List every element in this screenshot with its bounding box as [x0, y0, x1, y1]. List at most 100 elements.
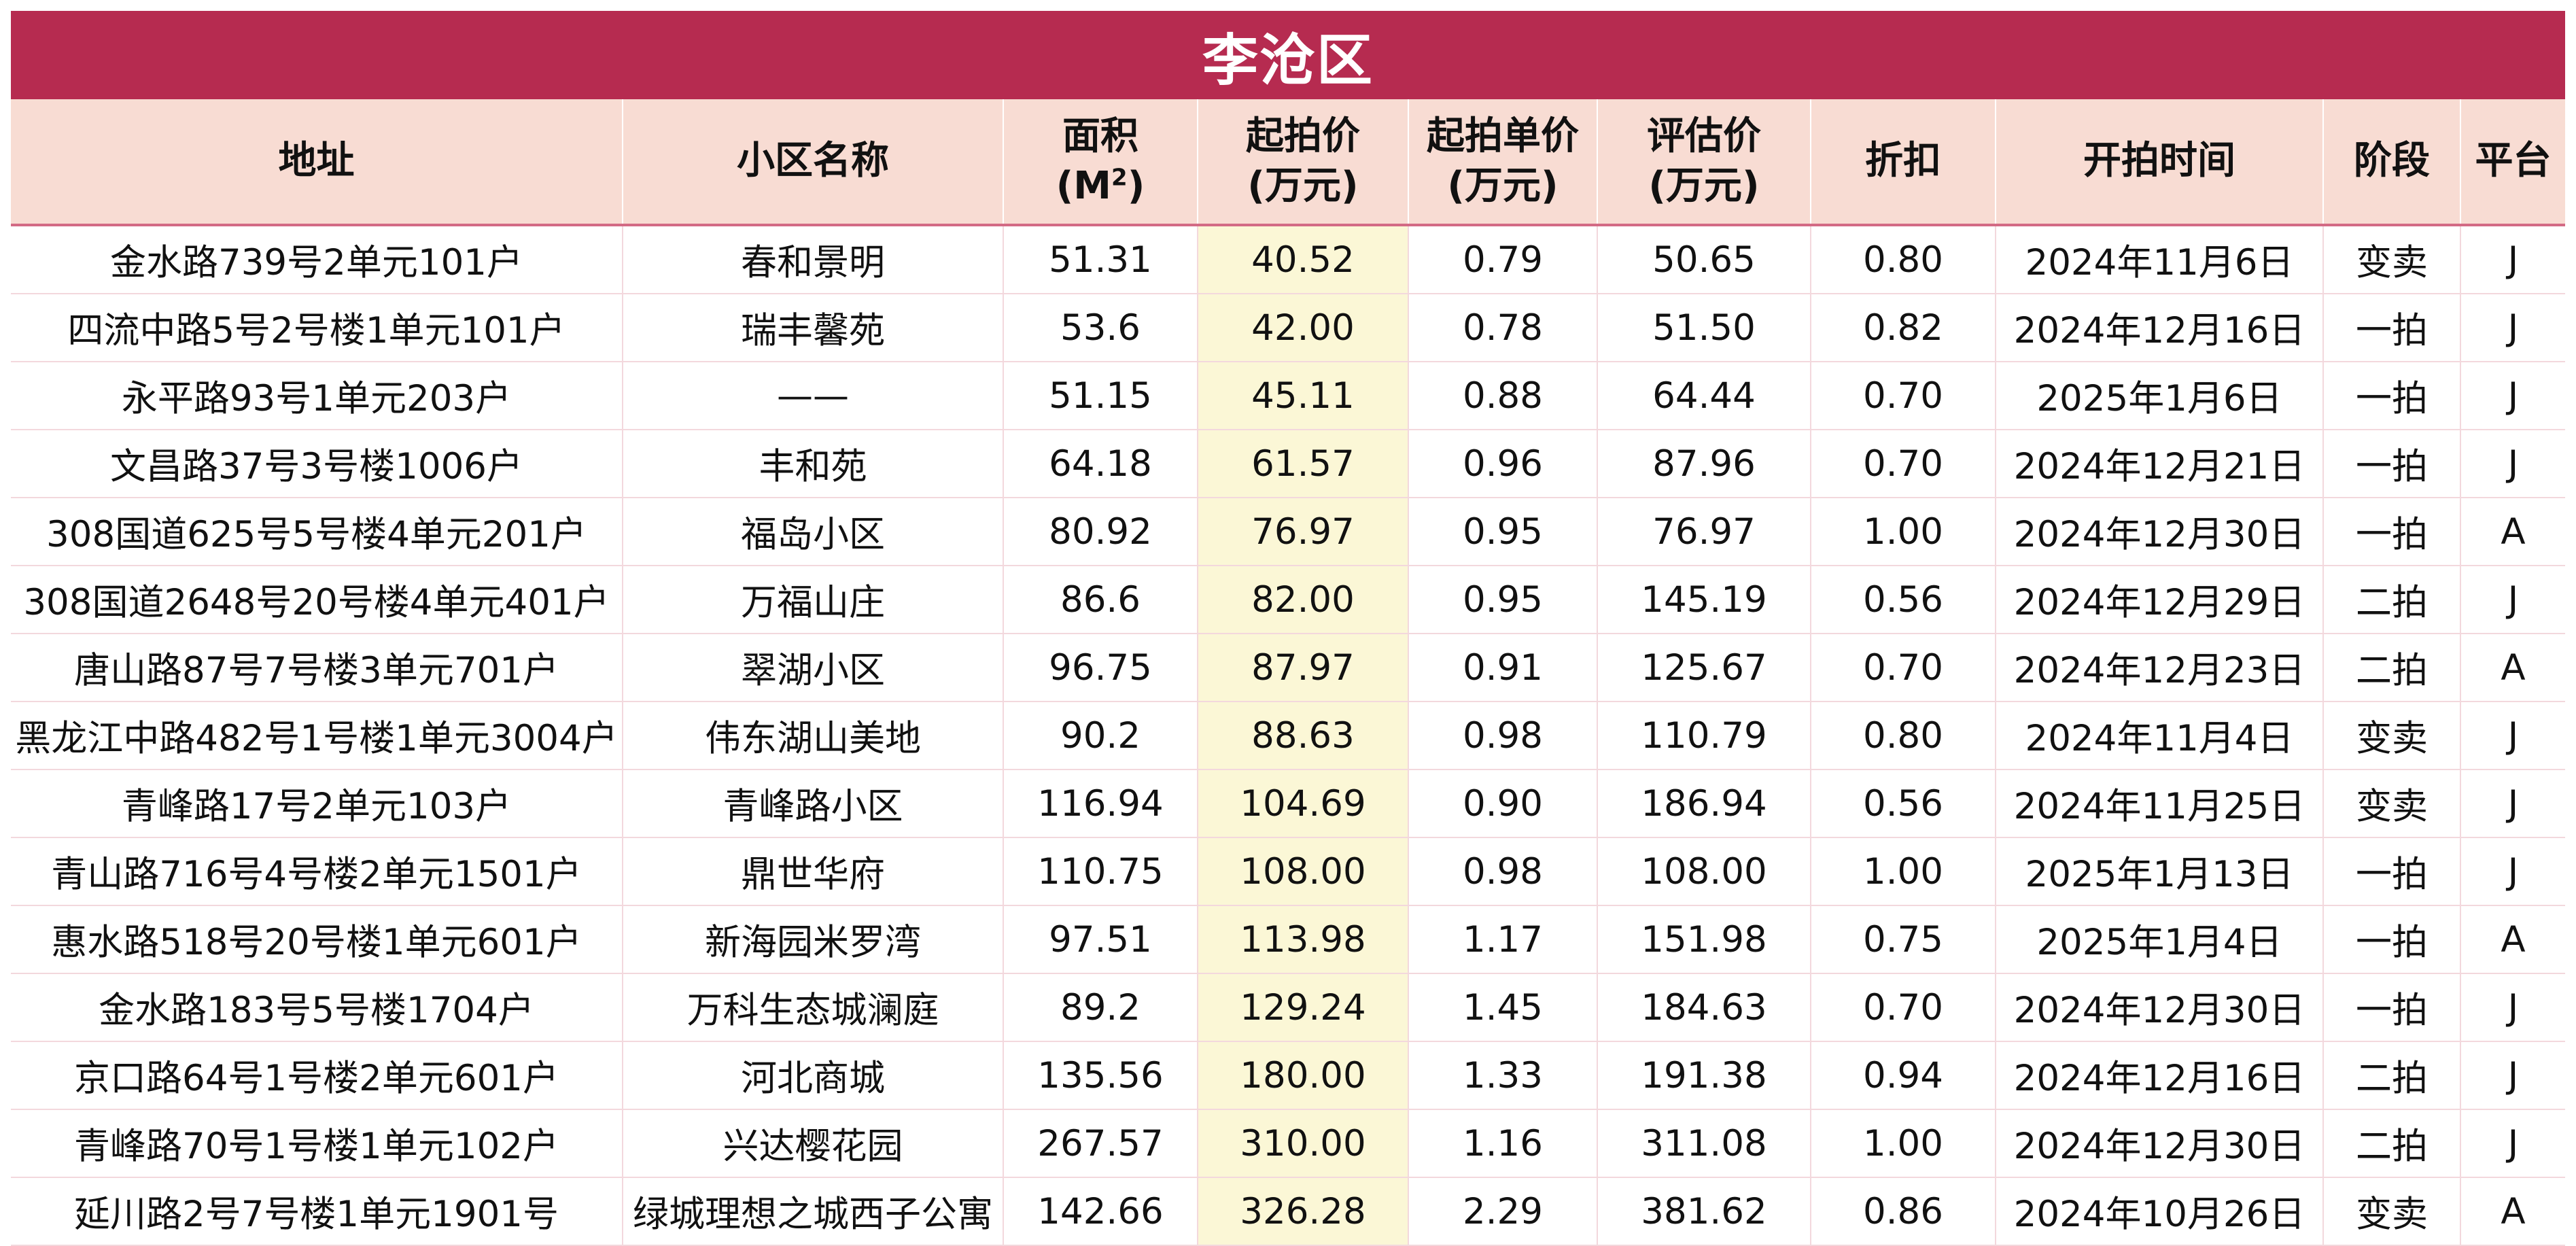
cell-community[interactable]: 翠湖小区 — [623, 634, 1004, 702]
cell-address[interactable]: 青山路716号4号楼2单元1501户 — [11, 837, 623, 906]
cell-platform[interactable]: A — [2460, 1177, 2565, 1246]
cell-valuation[interactable]: 87.96 — [1597, 430, 1811, 498]
cell-platform[interactable]: A — [2460, 634, 2565, 702]
cell-community[interactable]: 万福山庄 — [623, 566, 1004, 634]
cell-platform[interactable]: J — [2460, 702, 2565, 770]
cell-start-price[interactable]: 76.97 — [1198, 498, 1409, 566]
cell-address[interactable]: 青峰路70号1号楼1单元102户 — [11, 1109, 623, 1178]
cell-start-time[interactable]: 2025年1月13日 — [1996, 837, 2324, 906]
cell-valuation[interactable]: 110.79 — [1597, 702, 1811, 770]
cell-area[interactable]: 97.51 — [1003, 905, 1198, 974]
cell-address[interactable]: 308国道625号5号楼4单元201户 — [11, 498, 623, 566]
cell-start-time[interactable]: 2024年11月4日 — [1996, 702, 2324, 770]
table-row[interactable]: 四流中路5号2号楼1单元101户 瑞丰馨苑 53.6 42.00 0.78 51.50 0.… — [11, 294, 2565, 362]
cell-unit-price[interactable]: 0.88 — [1408, 362, 1598, 430]
cell-valuation[interactable]: 51.50 — [1597, 294, 1811, 362]
cell-valuation[interactable]: 108.00 — [1597, 837, 1811, 906]
table-row[interactable]: 308国道625号5号楼4单元201户 福岛小区 80.92 76.97 0.95 76.… — [11, 498, 2565, 566]
cell-community[interactable]: 丰和苑 — [623, 430, 1004, 498]
cell-community[interactable]: 万科生态城澜庭 — [623, 973, 1004, 1042]
cell-platform[interactable]: J — [2460, 225, 2565, 294]
cell-start-time[interactable]: 2024年12月30日 — [1996, 973, 2324, 1042]
cell-stage[interactable]: 二拍 — [2323, 1109, 2461, 1178]
table-row[interactable]: 京口路64号1号楼2单元601户 河北商城 135.56 180.00 1.33 191.… — [11, 1041, 2565, 1110]
cell-community[interactable]: 鼎世华府 — [623, 837, 1004, 906]
cell-address[interactable]: 文昌路37号3号楼1006户 — [11, 430, 623, 498]
cell-discount[interactable]: 0.80 — [1811, 702, 1996, 770]
cell-discount[interactable]: 0.86 — [1811, 1177, 1996, 1246]
cell-valuation[interactable]: 184.63 — [1597, 973, 1811, 1042]
header-start-time[interactable]: 开拍时间 — [1996, 99, 2324, 226]
cell-area[interactable]: 116.94 — [1003, 769, 1198, 838]
cell-start-price[interactable]: 310.00 — [1198, 1109, 1409, 1178]
cell-community[interactable]: 瑞丰馨苑 — [623, 294, 1004, 362]
cell-address[interactable]: 惠水路518号20号楼1单元601户 — [11, 905, 623, 974]
table-row[interactable]: 金水路739号2单元101户 春和景明 51.31 40.52 0.79 50.65 0.8… — [11, 225, 2565, 294]
cell-stage[interactable]: 变卖 — [2323, 225, 2461, 294]
cell-start-time[interactable]: 2024年12月30日 — [1996, 498, 2324, 566]
cell-start-time[interactable]: 2024年11月25日 — [1996, 769, 2324, 838]
cell-community[interactable]: 福岛小区 — [623, 498, 1004, 566]
cell-start-time[interactable]: 2024年12月23日 — [1996, 634, 2324, 702]
cell-discount[interactable]: 0.70 — [1811, 362, 1996, 430]
cell-platform[interactable]: J — [2460, 769, 2565, 838]
cell-unit-price[interactable]: 0.98 — [1408, 702, 1598, 770]
cell-unit-price[interactable]: 0.98 — [1408, 837, 1598, 906]
cell-start-price[interactable]: 82.00 — [1198, 566, 1409, 634]
cell-start-time[interactable]: 2024年12月29日 — [1996, 566, 2324, 634]
cell-area[interactable]: 135.56 — [1003, 1041, 1198, 1110]
cell-start-time[interactable]: 2025年1月4日 — [1996, 905, 2324, 974]
cell-area[interactable]: 53.6 — [1003, 294, 1198, 362]
table-row[interactable]: 惠水路518号20号楼1单元601户 新海园米罗湾 97.51 113.98 1.17 1… — [11, 905, 2565, 974]
cell-stage[interactable]: 一拍 — [2323, 837, 2461, 906]
cell-start-time[interactable]: 2024年11月6日 — [1996, 225, 2324, 294]
cell-community[interactable]: 绿城理想之城西子公寓 — [623, 1177, 1004, 1246]
cell-discount[interactable]: 1.00 — [1811, 837, 1996, 906]
cell-unit-price[interactable]: 0.96 — [1408, 430, 1598, 498]
cell-platform[interactable]: A — [2460, 498, 2565, 566]
table-row[interactable]: 青峰路17号2单元103户 青峰路小区 116.94 104.69 0.90 186.94… — [11, 769, 2565, 838]
table-row[interactable]: 永平路93号1单元203户 —— 51.15 45.11 0.88 64.44 0.70 20… — [11, 362, 2565, 430]
cell-unit-price[interactable]: 1.17 — [1408, 905, 1598, 974]
cell-address[interactable]: 永平路93号1单元203户 — [11, 362, 623, 430]
header-unit-price[interactable]: 起拍单价 (万元) — [1408, 99, 1598, 226]
cell-unit-price[interactable]: 2.29 — [1408, 1177, 1598, 1246]
cell-valuation[interactable]: 76.97 — [1597, 498, 1811, 566]
cell-address[interactable]: 京口路64号1号楼2单元601户 — [11, 1041, 623, 1110]
cell-address[interactable]: 唐山路87号7号楼3单元701户 — [11, 634, 623, 702]
cell-discount[interactable]: 0.70 — [1811, 973, 1996, 1042]
cell-unit-price[interactable]: 0.79 — [1408, 225, 1598, 294]
cell-platform[interactable]: J — [2460, 566, 2565, 634]
cell-start-time[interactable]: 2024年12月21日 — [1996, 430, 2324, 498]
cell-address[interactable]: 金水路739号2单元101户 — [11, 225, 623, 294]
table-row[interactable]: 青山路716号4号楼2单元1501户 鼎世华府 110.75 108.00 0.98 10… — [11, 837, 2565, 906]
cell-platform[interactable]: J — [2460, 1109, 2565, 1178]
table-row[interactable]: 308国道2648号20号楼4单元401户 万福山庄 86.6 82.00 0.95 14… — [11, 566, 2565, 634]
cell-community[interactable]: 兴达樱花园 — [623, 1109, 1004, 1178]
cell-area[interactable]: 51.15 — [1003, 362, 1198, 430]
cell-platform[interactable]: J — [2460, 1041, 2565, 1110]
cell-area[interactable]: 90.2 — [1003, 702, 1198, 770]
cell-platform[interactable]: A — [2460, 905, 2565, 974]
cell-discount[interactable]: 0.94 — [1811, 1041, 1996, 1110]
cell-platform[interactable]: J — [2460, 294, 2565, 362]
cell-unit-price[interactable]: 0.95 — [1408, 498, 1598, 566]
cell-start-price[interactable]: 42.00 — [1198, 294, 1409, 362]
cell-start-price[interactable]: 180.00 — [1198, 1041, 1409, 1110]
cell-valuation[interactable]: 125.67 — [1597, 634, 1811, 702]
cell-start-price[interactable]: 108.00 — [1198, 837, 1409, 906]
cell-start-price[interactable]: 87.97 — [1198, 634, 1409, 702]
header-valuation[interactable]: 评估价 (万元) — [1597, 99, 1811, 226]
cell-stage[interactable]: 二拍 — [2323, 1041, 2461, 1110]
cell-start-price[interactable]: 113.98 — [1198, 905, 1409, 974]
cell-area[interactable]: 267.57 — [1003, 1109, 1198, 1178]
cell-address[interactable]: 延川路2号7号楼1单元1901号 — [11, 1177, 623, 1246]
cell-stage[interactable]: 一拍 — [2323, 362, 2461, 430]
cell-area[interactable]: 89.2 — [1003, 973, 1198, 1042]
header-discount[interactable]: 折扣 — [1811, 99, 1996, 226]
header-stage[interactable]: 阶段 — [2323, 99, 2461, 226]
cell-discount[interactable]: 1.00 — [1811, 498, 1996, 566]
cell-valuation[interactable]: 311.08 — [1597, 1109, 1811, 1178]
cell-area[interactable]: 80.92 — [1003, 498, 1198, 566]
cell-start-price[interactable]: 104.69 — [1198, 769, 1409, 838]
